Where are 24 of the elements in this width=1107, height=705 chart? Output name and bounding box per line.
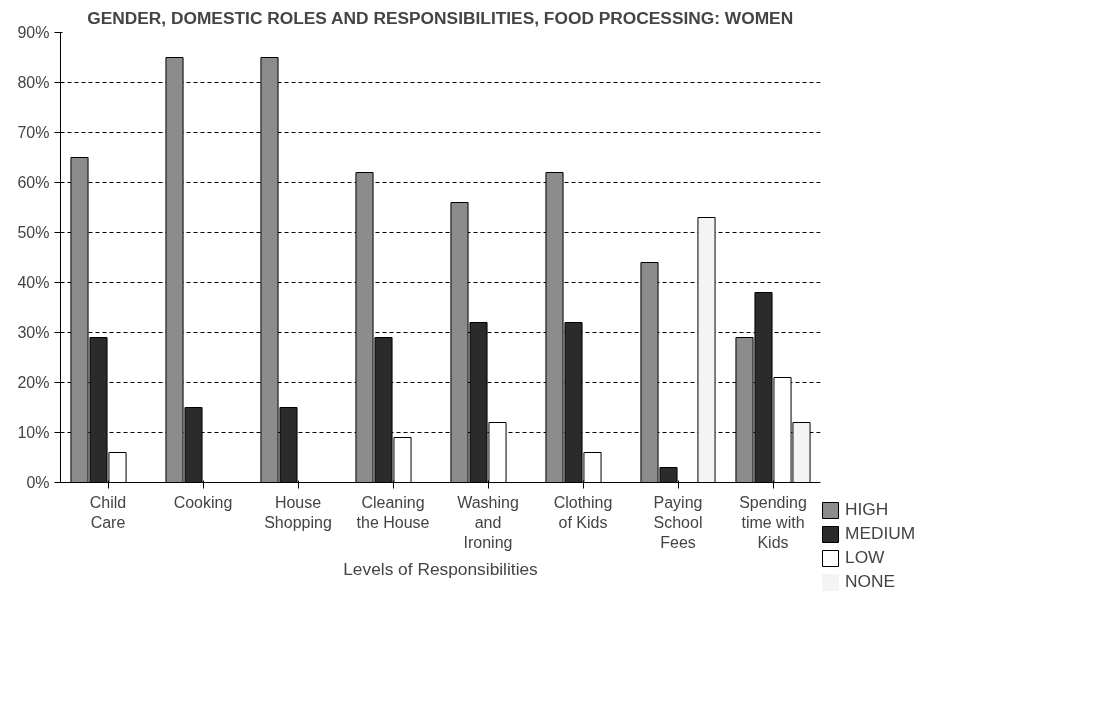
y-tick-label: 70% — [17, 124, 50, 141]
y-tick-label: 0% — [26, 474, 50, 491]
y-tick-label: 10% — [17, 424, 50, 441]
y-tick-label: 60% — [17, 174, 50, 191]
x-tick-label: House Shopping — [264, 493, 332, 531]
y-tick-label: 30% — [17, 324, 50, 341]
chart-title: GENDER, DOMESTIC ROLES AND RESPONSIBILITIES, FOOD PROCESSING: WOMEN — [87, 7, 794, 28]
legend-label: HIGH — [845, 499, 889, 520]
x-tick-label: Cleaning the House — [356, 493, 430, 531]
x-tick-label: Washing and Ironing — [457, 493, 519, 552]
y-tick-label: 90% — [17, 24, 50, 41]
x-tick-label: Clothing of Kids — [553, 493, 613, 531]
y-tick-label: 80% — [17, 74, 50, 91]
y-tick-label: 40% — [17, 274, 50, 291]
x-tick-label: Spending time with Kids — [739, 493, 807, 552]
y-tick-label: 50% — [17, 224, 50, 241]
legend-label: MEDIUM — [845, 523, 916, 544]
x-tick-label: Child Care — [89, 493, 127, 531]
x-tick-label: Cooking — [173, 493, 233, 511]
x-axis-title: Levels of Responsibilities — [343, 559, 539, 580]
legend-label: NONE — [845, 571, 896, 592]
legend-label: LOW — [845, 547, 885, 568]
x-tick-label: Paying School Fees — [653, 493, 703, 552]
y-tick-label: 20% — [17, 374, 50, 391]
